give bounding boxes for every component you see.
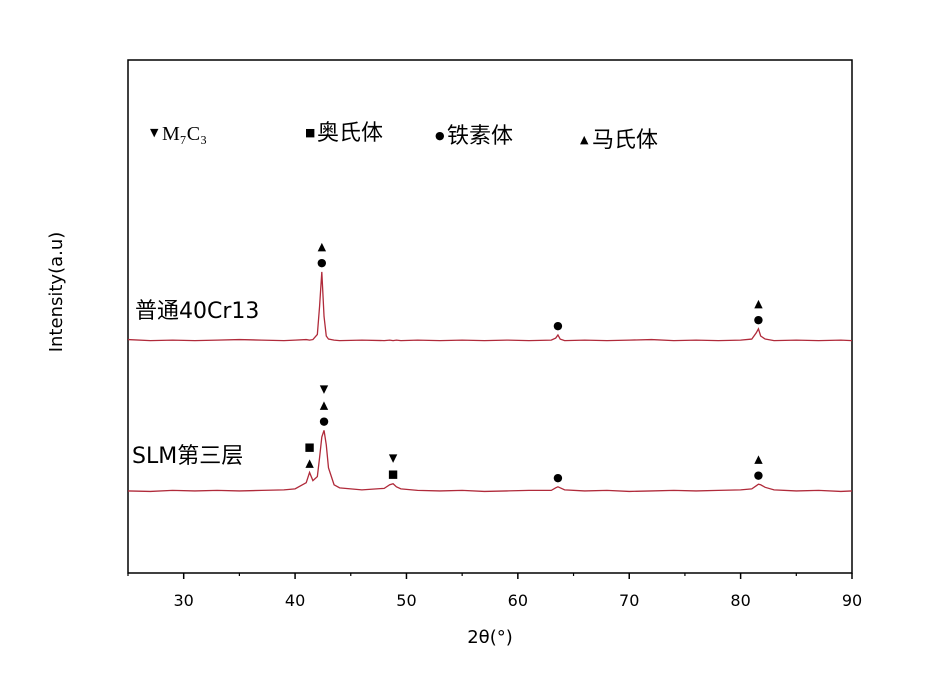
peak-marker: ● (553, 471, 563, 484)
peak-marker: ▲ (305, 456, 314, 469)
legend-label: 铁素体 (447, 124, 513, 149)
x-tick-label: 90 (842, 591, 862, 610)
peak-marker: ▲ (754, 297, 763, 310)
x-tick-label: 70 (619, 591, 639, 610)
peak-marker: ■ (388, 468, 398, 481)
x-tick-label: 30 (174, 591, 194, 610)
x-axis-label: 2θ(°) (467, 627, 513, 648)
x-tick-label: 40 (285, 591, 305, 610)
x-tick-label: 50 (396, 591, 416, 610)
peak-marker: ● (754, 468, 764, 481)
peak-marker: ● (319, 414, 329, 427)
peak-marker: ● (553, 319, 563, 332)
legend-label: M₇C₃ (162, 123, 207, 145)
x-tick-label: 80 (730, 591, 750, 610)
y-axis-label: Intensity(a.u) (46, 232, 67, 353)
legend-symbol: ■ (305, 126, 315, 139)
peak-marker: ▲ (318, 240, 327, 253)
peak-marker: ▲ (754, 452, 763, 465)
legend-symbol: ● (435, 129, 445, 142)
legend-symbol: ▼ (150, 126, 159, 139)
legend-symbol: ▲ (580, 133, 589, 146)
legend-label: 奥氏体 (317, 121, 383, 146)
legend-label: 马氏体 (592, 128, 658, 153)
plot-frame (127, 59, 853, 574)
peak-marker: ▼ (389, 452, 398, 465)
peak-marker: ● (754, 313, 764, 326)
series-label: 普通40Cr13 (135, 299, 259, 324)
peak-marker: ▼ (320, 382, 329, 395)
peak-marker: ● (317, 256, 327, 269)
xrd-curve (127, 271, 853, 342)
x-tick-label: 60 (508, 591, 528, 610)
peak-marker: ■ (304, 440, 314, 453)
series-label: SLM第三层 (132, 444, 243, 469)
peak-marker: ▲ (320, 398, 329, 411)
xrd-curve (127, 430, 853, 493)
